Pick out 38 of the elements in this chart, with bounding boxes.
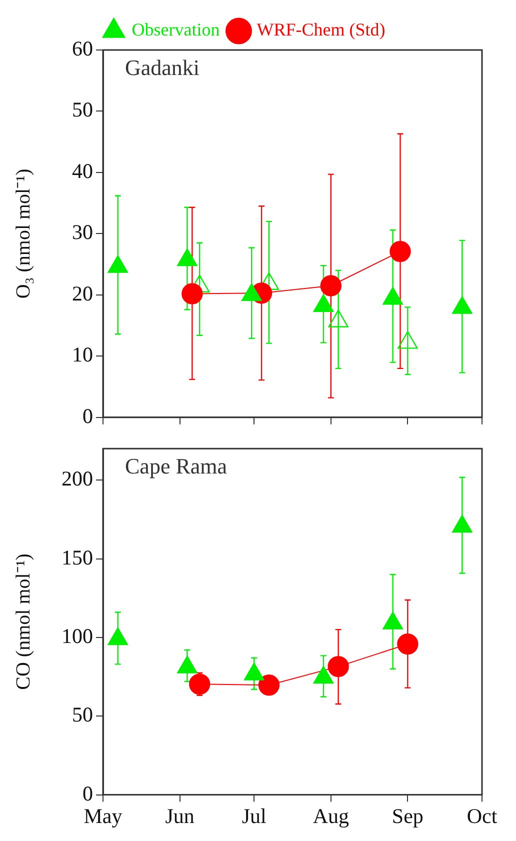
legend-label: Observation	[132, 20, 220, 40]
point	[328, 310, 348, 328]
point	[108, 627, 128, 646]
x-tick-label: Jun	[165, 804, 195, 828]
point	[452, 296, 472, 314]
y-tick-label: 200	[62, 466, 93, 491]
point	[177, 248, 198, 266]
y-tick-label: 0	[82, 781, 93, 806]
point	[398, 331, 418, 349]
y-tick-label: 30	[72, 220, 93, 244]
x-tick-label: May	[84, 804, 123, 828]
x-tick-label: Aug	[312, 804, 350, 828]
point	[242, 283, 262, 302]
chart-title: Gadanki	[125, 54, 200, 80]
y-tick-label: 10	[72, 342, 93, 367]
y-tick-label: 60	[72, 36, 93, 61]
y-axis-title: O₃ (nmol mol⁻¹)	[12, 168, 34, 299]
point	[382, 287, 403, 305]
x-tick-label: Oct	[466, 804, 498, 828]
y-tick-label: 40	[72, 158, 93, 183]
x-tick-label: Sep	[392, 804, 424, 828]
point	[452, 514, 472, 533]
legend-label: WRF-Chem (Std)	[256, 20, 386, 40]
point	[244, 662, 264, 680]
y-tick-label: 0	[82, 404, 93, 428]
chart-title: Cape Rama	[125, 453, 228, 478]
point	[313, 666, 334, 684]
y-axis-title: CO (nmol mol⁻¹)	[12, 554, 34, 690]
point	[382, 612, 403, 630]
y-tick-label: 150	[62, 545, 93, 570]
y-tick-label: 20	[72, 281, 93, 306]
point	[313, 294, 334, 312]
y-tick-label: 50	[72, 98, 93, 122]
point	[108, 255, 128, 273]
y-tick-label: 100	[62, 624, 93, 648]
y-tick-label: 50	[72, 702, 93, 727]
point	[177, 656, 198, 674]
x-tick-label: Jul	[242, 804, 267, 828]
